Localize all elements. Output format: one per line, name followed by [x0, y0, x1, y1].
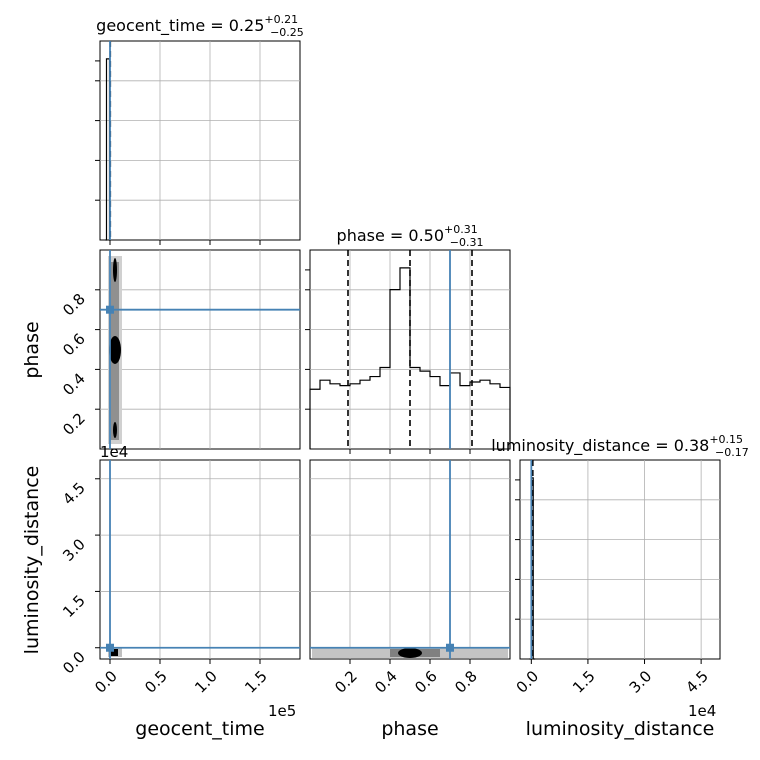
- x-tick-label: 0.8: [451, 667, 481, 697]
- xlabel-geocent-time: geocent_time: [135, 718, 264, 740]
- x-tick-label: 1.5: [569, 667, 599, 697]
- title-luminosity-distance: luminosity_distance = 0.38+0.15 −0.17: [491, 433, 749, 459]
- density-contours: [108, 256, 508, 658]
- histograms: [105, 41, 536, 660]
- panel-distance-hist: [519, 459, 721, 660]
- x-tick-label: 0.5: [141, 667, 171, 697]
- y-tick-label: 3.0: [59, 535, 89, 565]
- x-tick-label: 0.6: [411, 667, 441, 697]
- xlabel-luminosity-distance: luminosity_distance: [526, 718, 715, 740]
- truth-marker: [446, 643, 454, 652]
- xlabel-phase: phase: [381, 718, 438, 740]
- title-phase: phase = 0.50+0.31 −0.31: [337, 223, 484, 249]
- x-tick-label: 4.5: [682, 667, 712, 697]
- hist-phase: [309, 267, 511, 449]
- y-tick-label: 0.8: [59, 290, 89, 320]
- contour-inner-phase-geocent: [109, 336, 121, 364]
- x-tick-label: 3.0: [626, 667, 656, 697]
- y-tick-label: 4.5: [59, 479, 89, 509]
- contour-inner-phase-geocent-bottom: [113, 422, 117, 438]
- panel-frames: [99, 40, 721, 660]
- offset-label-distance-y: 1e4: [100, 443, 128, 461]
- title-geocent-time: geocent_time = 0.25+0.21 −0.25: [96, 13, 304, 39]
- panel-distance-vs-geocent: [99, 459, 301, 660]
- ylabel-luminosity-distance: luminosity_distance: [21, 466, 43, 655]
- x-tick-label: 0.0: [513, 667, 543, 697]
- grid-lines: [100, 41, 720, 659]
- x-tick-label: 0.4: [371, 667, 401, 697]
- panel-phase-vs-geocent: [99, 249, 301, 450]
- panel-distance-vs-phase: [309, 459, 511, 660]
- y-tick-label: 0.6: [59, 330, 89, 360]
- y-tick-label: 0.0: [59, 648, 89, 678]
- x-tick-label: 0.0: [91, 667, 121, 697]
- contour-inner-phase-geocent-top: [113, 258, 117, 282]
- offset-label-distance-x: 1e4: [688, 702, 716, 720]
- y-tick-label: 0.2: [59, 409, 89, 439]
- x-tick-label: 1.5: [241, 667, 271, 697]
- panel-titles: geocent_time = 0.25+0.21 −0.25 phase = 0.…: [96, 13, 749, 459]
- x-tick-label: 0.2: [331, 667, 361, 697]
- contour-inner-distance-geocent: [111, 649, 118, 656]
- panel-geocent-hist: [99, 40, 301, 241]
- truth-lines: [100, 41, 533, 659]
- y-tick-label: 1.5: [59, 592, 89, 622]
- x-tick-label: 1.0: [191, 667, 221, 697]
- truth-marker: [106, 643, 114, 652]
- ylabel-phase: phase: [21, 321, 43, 378]
- contour-inner-distance-phase: [398, 648, 422, 658]
- truth-marker: [106, 305, 114, 314]
- offset-label-geocent-x: 1e5: [268, 702, 296, 720]
- ticks: 0.0 0.5 1.0 1.5 0.2 0.4 0.6 0.8 0.0 1.5 3.0 4.5 0.2 0…: [59, 60, 712, 697]
- y-tick-label: 0.4: [59, 370, 89, 400]
